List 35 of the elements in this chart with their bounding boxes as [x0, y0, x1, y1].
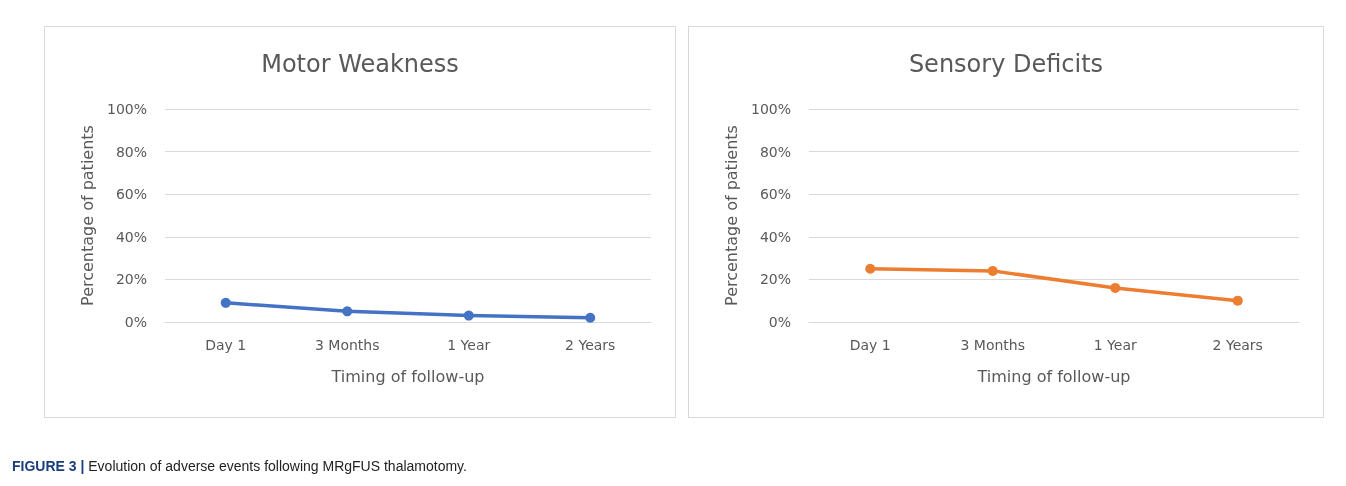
y-tick-label: 0% — [124, 314, 147, 330]
y-tick-label: 40% — [115, 228, 147, 245]
point — [463, 310, 474, 321]
y-tick-label: 100% — [750, 101, 791, 117]
x-tick-label: Day 1 — [205, 337, 247, 353]
point — [1110, 282, 1121, 293]
y-tick-label: 40% — [759, 228, 791, 245]
x-tick-label: 2 Years — [1212, 337, 1263, 353]
point — [987, 265, 998, 276]
point — [1232, 295, 1243, 306]
x-tick-label: Day 1 — [849, 337, 891, 353]
x-tick-label: 1 Year — [447, 337, 491, 353]
x-tick-label: 3 Months — [960, 337, 1026, 353]
x-tick-label: 1 Year — [1093, 337, 1137, 353]
point — [220, 297, 231, 308]
y-axis-title: Percentage of patients — [77, 125, 97, 306]
y-tick-label: 20% — [759, 271, 791, 288]
point — [342, 306, 353, 317]
y-axis-title: Percentage of patients — [721, 125, 741, 306]
y-tick-label: 60% — [759, 186, 791, 203]
x-axis-title: Timing of follow-up — [330, 366, 485, 386]
chart-title: Sensory Deficits — [908, 50, 1104, 78]
x-axis-title: Timing of follow-up — [976, 366, 1131, 386]
chart-title: Motor Weakness — [261, 50, 459, 78]
y-tick-label: 0% — [768, 314, 791, 330]
caption: FIGURE 3 | Evolution of adverse events following MRgFUS thalamotomy. — [12, 458, 467, 474]
y-tick-label: 80% — [115, 143, 147, 160]
point — [585, 312, 596, 323]
x-tick-label: 3 Months — [314, 337, 380, 353]
y-tick-label: 80% — [759, 143, 791, 160]
y-tick-label: 20% — [115, 271, 147, 288]
y-tick-label: 100% — [106, 101, 147, 117]
y-tick-label: 60% — [115, 186, 147, 203]
x-tick-label: 2 Years — [565, 337, 616, 353]
point — [865, 263, 876, 274]
